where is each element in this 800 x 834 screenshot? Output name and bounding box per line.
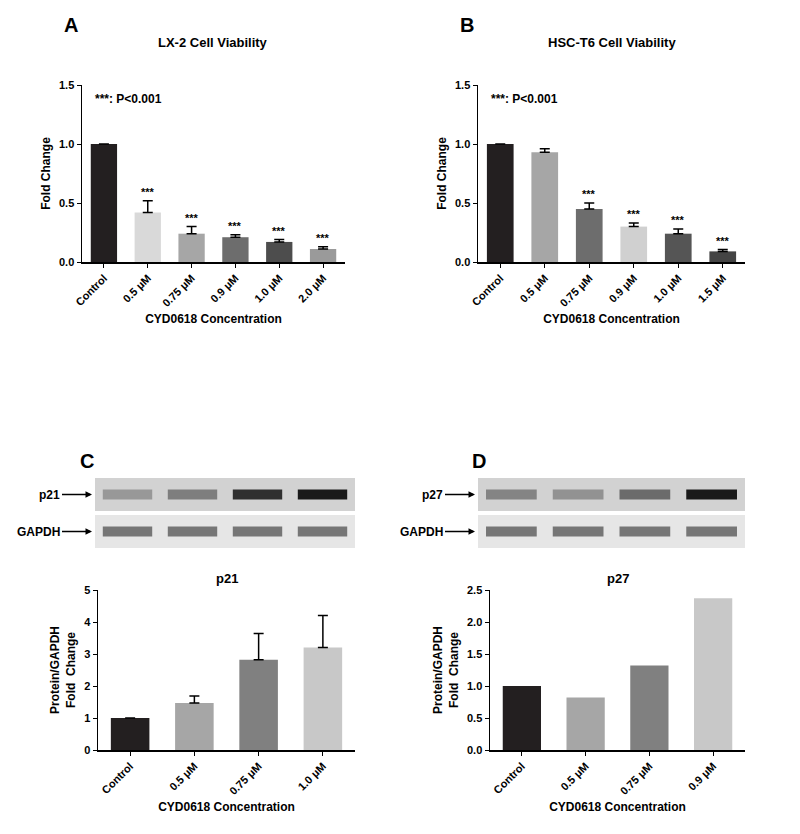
svg-text:A: A	[64, 14, 78, 36]
svg-text:1.0 μM: 1.0 μM	[651, 272, 684, 305]
svg-text:Fold Change: Fold Change	[435, 137, 449, 210]
svg-text:LX-2 Cell Viability: LX-2 Cell Viability	[158, 35, 268, 50]
svg-text:p27: p27	[607, 571, 629, 586]
svg-text:0.0: 0.0	[467, 744, 482, 756]
svg-text:***: ***	[228, 220, 242, 232]
svg-text:CYD0618 Concentration: CYD0618 Concentration	[549, 800, 686, 814]
svg-text:***: ***	[627, 208, 641, 220]
svg-text:1.0 μM: 1.0 μM	[252, 272, 285, 305]
svg-text:B: B	[460, 14, 474, 36]
svg-text:2.0 μM: 2.0 μM	[296, 272, 329, 305]
svg-text:Fold Change: Fold Change	[39, 137, 53, 210]
svg-text:0: 0	[84, 744, 90, 756]
svg-text:***: P<0.001: ***: P<0.001	[491, 92, 558, 106]
svg-text:0.5: 0.5	[455, 197, 470, 209]
svg-text:***: ***	[141, 186, 155, 198]
svg-text:0.75 μM: 0.75 μM	[227, 760, 264, 797]
svg-text:1.5: 1.5	[455, 79, 470, 91]
svg-text:Control: Control	[73, 272, 109, 308]
svg-text:HSC-T6 Cell Viability: HSC-T6 Cell Viability	[548, 35, 676, 50]
svg-text:1.0 μM: 1.0 μM	[295, 760, 328, 793]
svg-text:4: 4	[84, 616, 91, 628]
svg-text:Protein/GAPDHFold Change: Protein/GAPDHFold Change	[48, 626, 78, 714]
svg-text:CYD0618 Concentration: CYD0618 Concentration	[543, 312, 680, 326]
svg-text:***: ***	[185, 212, 199, 224]
svg-text:CYD0618 Concentration: CYD0618 Concentration	[145, 312, 282, 326]
svg-text:***: ***	[316, 232, 330, 244]
svg-text:D: D	[472, 450, 486, 472]
svg-text:1.5: 1.5	[467, 648, 482, 660]
svg-text:0.5 μM: 0.5 μM	[167, 760, 200, 793]
svg-text:0.5 μM: 0.5 μM	[517, 272, 550, 305]
svg-text:***: ***	[272, 225, 286, 237]
svg-text:1.0: 1.0	[455, 138, 470, 150]
svg-text:5: 5	[84, 584, 90, 596]
svg-text:0.75 μM: 0.75 μM	[160, 272, 197, 309]
svg-text:***: ***	[671, 214, 685, 226]
svg-text:Control: Control	[491, 760, 527, 796]
svg-text:1.5 μM: 1.5 μM	[695, 272, 728, 305]
svg-text:1.0: 1.0	[59, 138, 74, 150]
svg-text:0.9 μM: 0.9 μM	[208, 272, 241, 305]
svg-text:GAPDH: GAPDH	[17, 525, 60, 539]
svg-text:0.0: 0.0	[455, 256, 470, 268]
svg-text:***: ***	[582, 188, 596, 200]
svg-text:p21: p21	[39, 488, 60, 502]
svg-text:Control: Control	[99, 760, 135, 796]
svg-text:0.5 μM: 0.5 μM	[120, 272, 153, 305]
svg-text:Protein/GAPDHFold Change: Protein/GAPDHFold Change	[431, 626, 461, 714]
svg-text:Control: Control	[469, 272, 505, 308]
svg-text:***: P<0.001: ***: P<0.001	[95, 92, 162, 106]
svg-text:1.0: 1.0	[467, 680, 482, 692]
svg-text:2.5: 2.5	[467, 584, 482, 596]
svg-text:0.5: 0.5	[467, 712, 482, 724]
svg-text:1: 1	[84, 712, 90, 724]
svg-text:2: 2	[84, 680, 90, 692]
svg-text:0.75 μM: 0.75 μM	[558, 272, 595, 309]
svg-text:3: 3	[84, 648, 90, 660]
svg-text:p21: p21	[216, 571, 238, 586]
svg-text:0.9 μM: 0.9 μM	[606, 272, 639, 305]
svg-text:p27: p27	[422, 488, 443, 502]
svg-text:0.75 μM: 0.75 μM	[618, 760, 655, 797]
svg-text:2.0: 2.0	[467, 616, 482, 628]
svg-text:0.5 μM: 0.5 μM	[558, 760, 591, 793]
svg-text:1.5: 1.5	[59, 79, 74, 91]
svg-text:GAPDH: GAPDH	[400, 525, 443, 539]
svg-text:0.5: 0.5	[59, 197, 74, 209]
svg-text:C: C	[80, 450, 94, 472]
svg-text:0.0: 0.0	[59, 256, 74, 268]
svg-text:***: ***	[716, 235, 730, 247]
svg-text:CYD0618 Concentration: CYD0618 Concentration	[158, 800, 295, 814]
svg-text:0.9 μM: 0.9 μM	[686, 760, 719, 793]
